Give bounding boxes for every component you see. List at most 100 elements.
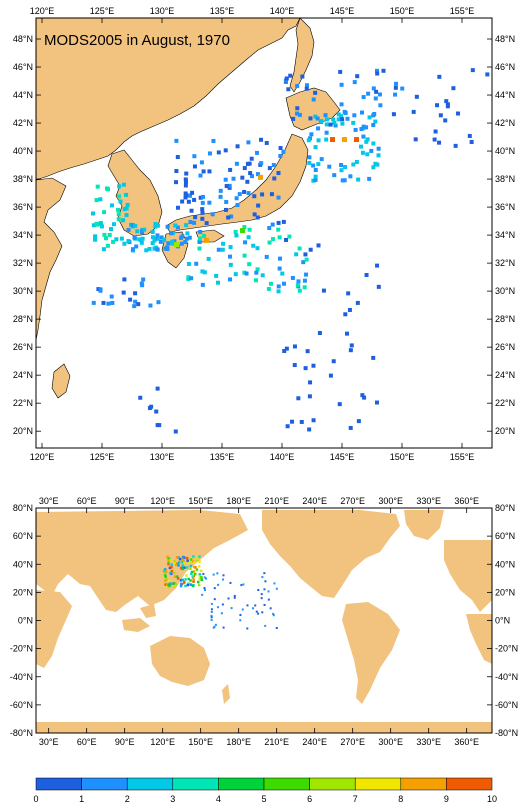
observation-cell (295, 111, 300, 116)
observation-cell (91, 223, 96, 228)
observation-cell (313, 168, 318, 173)
observation-cell (272, 614, 275, 617)
observation-cell (198, 173, 203, 178)
observation-cell (155, 223, 160, 228)
lon-label-top: 210°E (264, 496, 289, 506)
observation-cell (304, 86, 309, 91)
observation-cell (186, 583, 190, 587)
observation-cell (348, 174, 353, 179)
observation-cell (374, 68, 379, 73)
observation-cell (105, 243, 110, 248)
lat-label-left: 42°N (13, 118, 33, 128)
observation-cell (173, 575, 177, 578)
lon-label-bottom: 135°E (210, 452, 235, 462)
observation-cell (223, 177, 228, 182)
observation-cell (267, 590, 270, 593)
lon-label-top: 300°E (378, 496, 403, 506)
observation-cell (354, 159, 359, 164)
observation-cell (133, 223, 138, 228)
observation-cell (152, 238, 157, 243)
observation-cell (316, 162, 321, 167)
lat-label-left: 80°N (13, 503, 33, 513)
observation-cell (144, 248, 149, 253)
observation-cell (336, 112, 341, 117)
observation-cell (200, 210, 205, 215)
observation-cell (272, 612, 275, 615)
observation-cell (218, 194, 223, 199)
observation-cell (360, 393, 365, 398)
observation-cell (376, 146, 381, 151)
observation-cell (212, 626, 215, 629)
observation-cell (172, 239, 177, 244)
observation-cell (182, 561, 186, 565)
observation-cell (210, 618, 213, 621)
observation-cell (132, 304, 137, 309)
lat-label-left: 46°N (13, 62, 33, 72)
observation-cell (186, 199, 191, 204)
observation-cell (308, 247, 313, 252)
observation-cell (181, 564, 185, 568)
observation-cell (348, 425, 353, 430)
observation-cell (343, 110, 348, 115)
observation-cell (235, 202, 240, 207)
observation-cell (467, 133, 472, 138)
observation-cell (433, 129, 438, 134)
observation-cell (200, 216, 205, 221)
observation-cell (316, 243, 321, 248)
observation-cell (194, 261, 199, 266)
observation-cell (227, 597, 230, 600)
observation-cell (187, 560, 191, 564)
observation-hotspot (204, 237, 209, 243)
observation-cell (184, 171, 189, 176)
observation-cell (280, 271, 285, 276)
observation-cell (235, 144, 240, 149)
observation-cell (192, 555, 195, 558)
observation-cell (381, 68, 386, 73)
observation-cell (134, 244, 139, 249)
observation-cell (142, 227, 147, 232)
observation-cell (199, 160, 204, 165)
observation-cell (185, 236, 190, 241)
observation-cell (263, 588, 266, 591)
observation-cell (297, 112, 302, 117)
observation-cell (239, 613, 242, 616)
observation-cell (328, 122, 333, 127)
observation-cell (444, 99, 449, 104)
observation-cell (183, 566, 186, 569)
observation-cell (264, 254, 269, 259)
colorbar-label: 4 (216, 794, 221, 804)
observation-cell (170, 239, 175, 244)
observation-cell (221, 241, 226, 246)
observation-cell (221, 603, 224, 606)
observation-cell (352, 113, 357, 118)
observation-cell (245, 179, 250, 184)
lat-label-right: 80°N (495, 503, 515, 513)
observation-cell (95, 184, 100, 189)
observation-cell (319, 157, 324, 162)
observation-cell (172, 585, 176, 588)
observation-cell (188, 220, 193, 225)
observation-cell (220, 247, 225, 252)
observation-cell (252, 607, 255, 610)
observation-cell (200, 576, 203, 579)
observation-cell (111, 239, 116, 244)
observation-cell (214, 273, 219, 278)
observation-cell (307, 160, 312, 165)
colorbar-label: 10 (487, 794, 497, 804)
observation-cell (183, 580, 186, 584)
observation-cell (159, 235, 164, 240)
observation-cell (155, 236, 160, 241)
observation-cell (128, 297, 133, 302)
observation-cell (114, 237, 119, 242)
observation-cell (266, 286, 271, 291)
observation-cell (371, 86, 376, 91)
observation-cell (250, 174, 255, 179)
observation-cell (150, 241, 155, 246)
observation-cell (177, 561, 181, 564)
lon-label-bottom: 140°E (270, 452, 295, 462)
lon-label-bottom: 300°E (378, 737, 403, 747)
observation-cell (180, 199, 185, 204)
lat-label-left: 22°N (13, 398, 33, 408)
observation-cell (192, 164, 197, 169)
observation-cell (378, 103, 383, 108)
